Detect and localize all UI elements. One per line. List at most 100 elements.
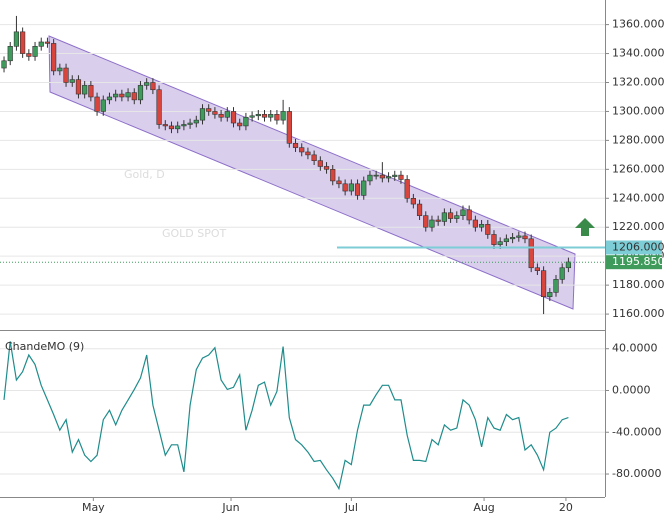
candle-body (131, 92, 137, 101)
candle-body (280, 111, 286, 121)
candle-body (249, 115, 255, 118)
candle-body (63, 67, 69, 83)
candle-body (398, 174, 404, 180)
candle-body (311, 154, 317, 161)
candle-body (230, 111, 237, 124)
candle-body (373, 174, 379, 177)
candle-body (274, 114, 280, 121)
candle-body (144, 82, 150, 86)
y-tick-label: 1280.000 (612, 133, 664, 146)
candle-body (423, 215, 429, 228)
watermark-sub: GOLD SPOT (162, 227, 227, 240)
candle-body (441, 212, 447, 222)
candle-body (348, 183, 354, 192)
candle-body (367, 174, 373, 182)
candle-body (137, 85, 144, 101)
candle-body (330, 169, 336, 182)
candle-body (175, 125, 181, 130)
candle-body (243, 116, 249, 127)
candle-body (466, 209, 472, 221)
candle-body (69, 79, 75, 83)
price-label-box (606, 255, 662, 270)
y-tick-label: 1180.000 (612, 278, 664, 291)
candle-body (113, 93, 119, 98)
candle-body (460, 209, 466, 216)
candle-body (565, 261, 572, 269)
y-tick-label: -40.0000 (612, 425, 661, 438)
up-arrow-icon (575, 218, 595, 236)
candle-body (156, 89, 162, 125)
y-tick-label: 40.0000 (612, 342, 658, 355)
candle-body (299, 147, 305, 153)
candle-body (323, 166, 330, 170)
candle-body (292, 142, 299, 148)
candle-body (32, 46, 38, 57)
candle-body (385, 176, 392, 179)
candle-body (38, 41, 44, 47)
candle-body (125, 92, 131, 98)
candle-body (218, 114, 224, 118)
watermark: Gold, D (124, 168, 165, 181)
candle-body (88, 85, 94, 98)
candle-body (162, 124, 168, 127)
y-tick-label: 1160.000 (612, 307, 664, 320)
candle-body (478, 224, 485, 228)
candle-body (547, 292, 553, 298)
candle-body (392, 174, 398, 177)
candle-body (187, 122, 193, 125)
candle-body (168, 125, 175, 130)
candle-body (224, 111, 230, 118)
candle-body (57, 67, 63, 72)
indicator-label: ChandeMO (9) (5, 340, 84, 353)
candle-body (255, 114, 261, 117)
candle-body (435, 219, 441, 222)
candle-body (51, 43, 57, 72)
y-tick-label: 1300.000 (612, 104, 664, 117)
candle-body (181, 124, 187, 127)
candle-body (472, 219, 478, 228)
plot-layer: 1160.0001180.0001200.0001220.0001240.000… (0, 15, 664, 514)
price-label: 1195.850 (612, 255, 664, 268)
price-label-box (606, 240, 662, 255)
candle-body (336, 180, 342, 185)
candle-body (150, 82, 156, 91)
candle-body (7, 46, 13, 62)
y-tick-label: 1340.000 (612, 47, 664, 60)
candle-body (354, 183, 361, 196)
candle-body (541, 270, 547, 298)
candle-body (100, 99, 106, 112)
candle-body (534, 267, 540, 271)
x-tick-label: 20 (559, 501, 573, 514)
candle-body (503, 238, 509, 243)
candle-body (559, 267, 565, 280)
candle-body (454, 215, 460, 219)
candle-body (75, 79, 82, 95)
candle-body (193, 119, 199, 124)
candle-body (416, 203, 423, 216)
candle-body (404, 179, 410, 199)
candle-body (94, 96, 100, 112)
candle-body (286, 111, 292, 144)
indicator-line (3, 341, 569, 491)
y-tick-label: 1360.000 (612, 18, 664, 31)
candle-body (553, 279, 559, 293)
candle-body (485, 224, 491, 235)
candle-body (268, 114, 274, 118)
candle-body (26, 53, 32, 57)
x-tick-label: Aug (473, 501, 494, 514)
y-tick-label: 1260.000 (612, 162, 664, 175)
y-tick-label: 1240.000 (612, 191, 664, 204)
candle-body (119, 93, 125, 98)
candle-body (410, 197, 416, 205)
candle-body (379, 174, 385, 179)
candle-body (106, 96, 113, 101)
x-tick-label: Jun (221, 501, 239, 514)
y-tick-label: -80.0000 (612, 467, 661, 480)
candle-body (1, 60, 7, 69)
candle-body (342, 183, 348, 192)
candle-body (13, 31, 20, 47)
candle-body (516, 235, 522, 238)
candle-body (429, 219, 435, 228)
y-tick-label: 1220.000 (612, 220, 664, 233)
